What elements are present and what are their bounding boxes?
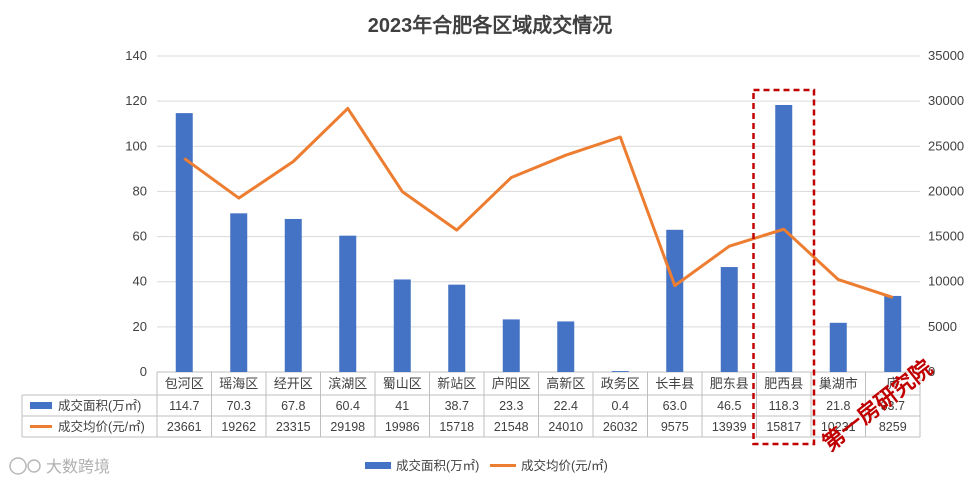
category-label: 长丰县 [655,376,694,391]
legend-label: 成交均价(元/㎡) [521,458,608,473]
table-cell: 60.4 [336,399,360,413]
watermark-logo-icon-2 [27,459,41,473]
right-tick-label: 10000 [928,274,964,289]
table-cell: 114.7 [169,399,199,413]
category-label: 庐阳区 [492,376,531,391]
table-cell: 15718 [439,420,474,434]
table-cell: 33.7 [881,399,905,413]
bar [230,213,248,372]
category-label: 蜀山区 [383,376,422,391]
table-cell: 67.8 [281,399,305,413]
legend: 成交面积(万㎡) 成交均价(元/㎡) [365,458,608,473]
watermark-logo: 大数跨境 [9,457,110,476]
table-row-header: 成交均价(元/㎡) [58,419,145,434]
table-cell: 21.8 [826,399,850,413]
category-label: 滨湖区 [328,376,367,391]
table-cell: 23.3 [499,399,523,413]
right-tick-label: 35000 [928,48,964,63]
bar [284,218,302,372]
bar [557,321,575,372]
category-label: 庐 [886,376,899,391]
gridlines [157,55,920,373]
table-cell: 8259 [879,420,907,434]
left-axis-ticks: 0 20 40 60 80 100 120 140 [125,48,147,379]
right-tick-label: 30000 [928,93,964,108]
table-cell: 23315 [276,420,311,434]
highlight-box [752,88,816,446]
legend-label: 成交面积(万㎡) [396,458,479,473]
left-tick-label: 120 [125,93,147,108]
table-cell: 118.3 [769,399,799,413]
highlight-rect [752,88,816,446]
table-cell: 15817 [766,420,801,434]
category-label: 政务区 [601,376,640,391]
bar-series [175,104,902,372]
bar [775,104,793,372]
bar [666,229,684,372]
table-cell: 10231 [821,420,856,434]
left-tick-label: 60 [133,229,147,244]
category-label: 经开区 [274,376,313,391]
line-path [183,106,894,299]
table-cell: 19986 [385,420,420,434]
left-tick-label: 80 [133,183,147,198]
bar [448,284,466,372]
bar [720,267,738,372]
bar [339,235,357,372]
category-label: 高新区 [546,376,585,391]
category-label: 瑶海区 [219,376,258,391]
table-cell: 0.4 [612,399,629,413]
bar [884,295,902,372]
chart-title: 2023年合肥各区域成交情况 [368,13,613,37]
legend-key-bar [365,462,391,469]
table-cell: 24010 [548,420,583,434]
left-tick-label: 40 [133,274,147,289]
table-cell: 21548 [494,420,529,434]
left-tick-label: 100 [125,138,147,153]
category-label: 肥东县 [710,376,749,391]
table-cell: 38.7 [445,399,469,413]
line-series [183,106,894,299]
category-label: 巢湖市 [819,376,858,391]
watermark-text: 大数跨境 [46,457,110,476]
table-cell: 41 [395,399,409,413]
table-cell: 23661 [167,420,202,434]
right-tick-label: 0 [928,364,935,379]
table-cell: 9575 [661,420,689,434]
watermark-logo-icon [9,457,27,475]
table-key-bar [30,402,52,409]
table-cell: 19262 [221,420,256,434]
bar [175,113,193,372]
table-cell: 70.3 [227,399,251,413]
table-row-header: 成交面积(万㎡) [58,398,141,413]
table-cell: 29198 [330,420,365,434]
right-tick-label: 5000 [928,319,957,334]
right-tick-label: 15000 [928,229,964,244]
bar [502,319,520,372]
bar [393,279,411,372]
right-tick-label: 20000 [928,183,964,198]
table-cell: 22.4 [554,399,578,413]
table-cell: 46.5 [717,399,741,413]
table-cell: 63.0 [663,399,687,413]
left-tick-label: 0 [140,364,147,379]
table-cell: 26032 [603,420,638,434]
bar [829,322,847,372]
bar [611,371,629,372]
left-tick-label: 20 [133,319,147,334]
category-label: 肥西县 [764,376,803,391]
category-label: 新站区 [437,376,476,391]
right-tick-label: 25000 [928,138,964,153]
right-axis-ticks: 0 5000 10000 15000 20000 25000 30000 35000 [928,48,964,379]
left-tick-label: 140 [125,48,147,63]
data-table: 包河区 瑶海区 经开区 滨湖区 蜀山区 新站区 庐阳区 高新区 政务区 长丰县 肥东县 肥西县 巢湖市 庐… [21,372,921,438]
table-cell: 13939 [712,420,747,434]
category-label: 包河区 [165,376,204,391]
